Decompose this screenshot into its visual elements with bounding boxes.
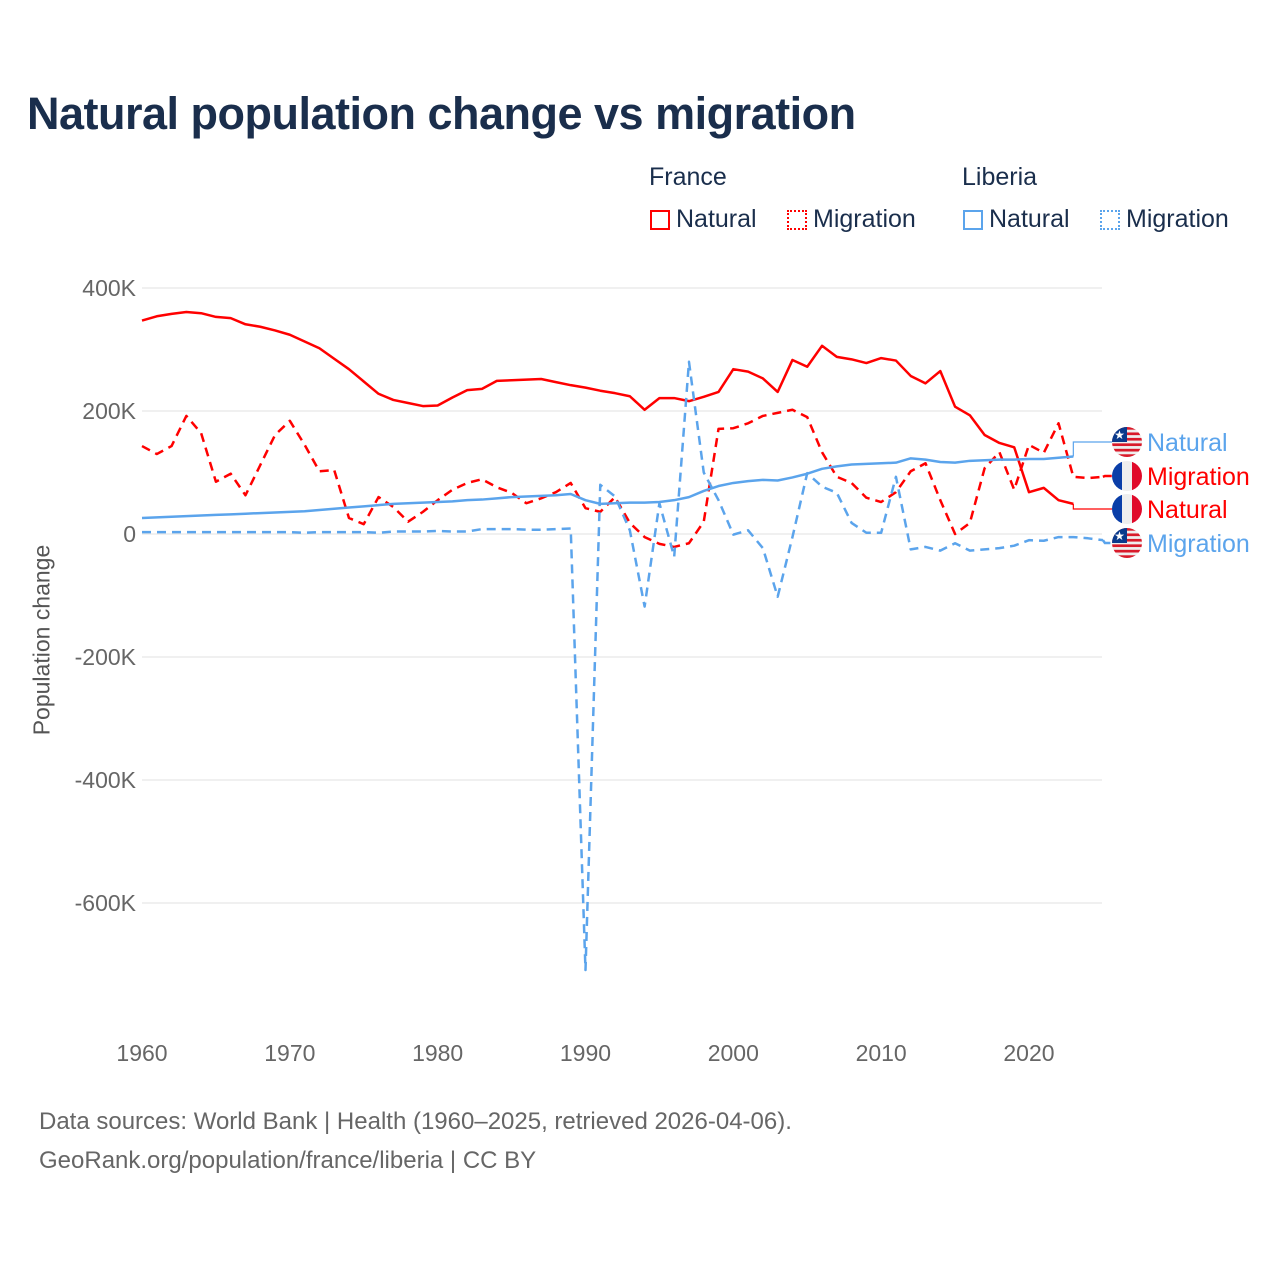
- flag-blue: [1112, 494, 1122, 524]
- solid-swatch-icon: [963, 209, 983, 230]
- liberia-flag-icon: ★: [1112, 427, 1142, 457]
- flag-stripe: [1112, 448, 1142, 452]
- chart-title: Natural population change vs migration: [27, 88, 856, 139]
- flag-blue: [1112, 461, 1122, 491]
- y-tick-label: 200K: [82, 398, 136, 424]
- legend-label: Migration: [1126, 205, 1229, 233]
- flag-stripe: [1112, 451, 1142, 455]
- legend-france-migration[interactable]: Migration: [787, 205, 916, 234]
- flag-red: [1132, 461, 1142, 491]
- flag-stripe: [1112, 440, 1142, 444]
- x-tick-label: 1990: [560, 1040, 611, 1066]
- end-label-text: Natural: [1147, 429, 1228, 457]
- solid-swatch-icon: [650, 209, 670, 230]
- end-label-france-migration: Migration: [1102, 461, 1250, 491]
- legend-label: Migration: [813, 205, 916, 233]
- flag-red: [1132, 494, 1142, 524]
- dotted-swatch-icon: [1100, 209, 1120, 230]
- x-tick-label: 2010: [856, 1040, 907, 1066]
- legend-group-france: France: [649, 163, 727, 191]
- flag-white: [1122, 494, 1132, 524]
- label-connector: [1072, 503, 1112, 510]
- series-line-liberia-natural: [141, 455, 1074, 520]
- label-connector: [1072, 441, 1112, 457]
- end-label-liberia-natural: ★ Natural: [1072, 427, 1228, 457]
- x-tick-label: 1960: [116, 1040, 167, 1066]
- france-flag-icon: [1112, 461, 1142, 491]
- legend-label: Natural: [989, 205, 1070, 233]
- x-tick-label: 2000: [708, 1040, 759, 1066]
- flag-stripe: [1112, 446, 1142, 450]
- flag-stripe: [1112, 555, 1142, 558]
- y-tick-label: -600K: [75, 890, 137, 916]
- flag-white: [1122, 461, 1132, 491]
- france-flag-icon: [1112, 494, 1142, 524]
- legend-label: Natural: [676, 205, 757, 233]
- end-label-text: Natural: [1147, 496, 1228, 524]
- series-line-france-natural: [141, 310, 1074, 506]
- legend-france-natural[interactable]: Natural: [650, 205, 757, 234]
- flag-stripe: [1112, 547, 1142, 551]
- y-tick-label: 400K: [82, 275, 136, 301]
- flag-stripe: [1112, 552, 1142, 556]
- flag-stripe: [1112, 549, 1142, 553]
- label-connector: [1102, 474, 1112, 478]
- series-line-liberia-migration: [142, 360, 1104, 972]
- flag-stripe: [1112, 544, 1142, 548]
- end-label-text: Migration: [1147, 463, 1250, 491]
- label-connector: [1101, 539, 1112, 545]
- flag-stripe: [1112, 443, 1142, 447]
- end-label-text: Migration: [1147, 530, 1250, 558]
- flag-stripe: [1112, 541, 1142, 545]
- end-label-france-natural: Natural: [1072, 494, 1228, 524]
- x-tick-label: 1970: [264, 1040, 315, 1066]
- dotted-swatch-icon: [787, 209, 807, 230]
- y-tick-label: 0: [123, 521, 136, 547]
- series-line-france-migration: [141, 408, 1103, 549]
- x-tick-label: 2020: [1003, 1040, 1054, 1066]
- star-icon: ★: [1114, 428, 1125, 442]
- footer-credit: GeoRank.org/population/france/liberia | …: [39, 1147, 537, 1174]
- end-label-liberia-migration: ★ Migration: [1101, 528, 1250, 558]
- footer-source: Data sources: World Bank | Health (1960–…: [39, 1108, 792, 1135]
- flag-stripe: [1112, 454, 1142, 457]
- y-tick-label: -400K: [75, 767, 137, 793]
- legend-liberia-migration[interactable]: Migration: [1100, 205, 1229, 234]
- legend-liberia-natural[interactable]: Natural: [963, 205, 1070, 234]
- liberia-flag-icon: ★: [1112, 528, 1142, 558]
- x-tick-label: 1980: [412, 1040, 463, 1066]
- y-tick-label: -200K: [75, 644, 137, 670]
- star-icon: ★: [1114, 529, 1125, 543]
- legend-group-liberia: Liberia: [962, 163, 1038, 191]
